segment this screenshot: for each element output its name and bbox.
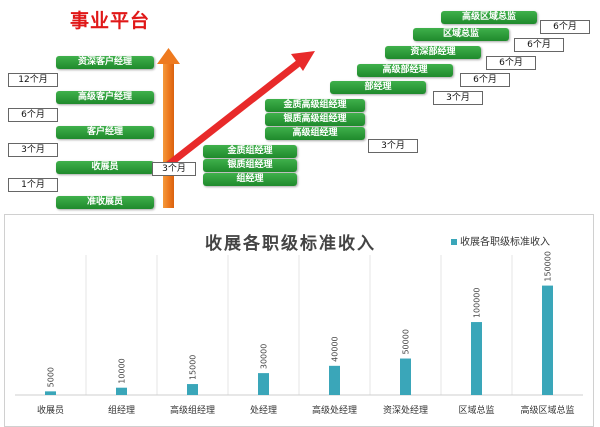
bar <box>329 365 340 395</box>
data-label: 50000 <box>402 329 411 354</box>
position-probationary-collector: 准收展员 <box>56 196 154 209</box>
bar <box>187 384 198 395</box>
x-tick-label: 高级组经理 <box>170 404 215 416</box>
bar <box>400 358 411 395</box>
orange-up-arrow <box>157 48 180 208</box>
x-tick-label: 收展员 <box>37 404 64 416</box>
bar <box>116 387 127 395</box>
position-senior-department-manager: 高级部经理 <box>357 64 453 77</box>
duration-box: 12个月 <box>8 73 58 87</box>
position-department-manager: 部经理 <box>330 81 426 94</box>
position-team-manager: 组经理 <box>203 173 297 186</box>
x-tick-label: 组经理 <box>108 404 135 416</box>
bar <box>542 285 553 395</box>
career-ladder-diagram: 事业平台 资深客户经理 高级客户经理 客户经理 收展员 准收展员 12个月 6个… <box>0 0 600 212</box>
position-regional-director: 区域总监 <box>413 28 509 41</box>
chart-legend: 收展各职级标准收入 <box>451 233 550 248</box>
red-diagonal-arrow <box>165 51 315 168</box>
bar <box>45 391 56 395</box>
data-label: 100000 <box>473 288 482 319</box>
income-chart: 5000 收展员 10000 组经理 15000 高级组经理 30000 处经理 40000 高级… <box>4 214 594 427</box>
position-collector: 收展员 <box>56 161 154 174</box>
position-principal-department-manager: 资深部经理 <box>385 46 481 59</box>
legend-swatch <box>451 239 457 245</box>
position-silver-team-manager: 银质组经理 <box>203 159 297 172</box>
data-label: 10000 <box>118 358 127 383</box>
data-label: 150000 <box>544 251 553 282</box>
duration-box: 3个月 <box>433 91 483 105</box>
duration-box: 3个月 <box>8 143 58 157</box>
chart-title: 收展各职级标准收入 <box>205 234 376 254</box>
x-tick-label: 资深处经理 <box>383 404 428 416</box>
x-tick-label: 区域总监 <box>458 404 494 416</box>
duration-box: 6个月 <box>514 38 564 52</box>
position-account-manager: 客户经理 <box>56 126 154 139</box>
data-label: 5000 <box>47 367 56 387</box>
chart-canvas: 5000 收展员 10000 组经理 15000 高级组经理 30000 处经理 40000 高级… <box>15 251 583 416</box>
platform-title: 事业平台 <box>70 10 151 32</box>
duration-box: 3个月 <box>152 162 196 176</box>
data-label: 40000 <box>331 336 340 361</box>
duration-box: 3个月 <box>368 139 418 153</box>
bar <box>258 373 269 395</box>
growth-arrows <box>157 48 315 208</box>
x-tick-label: 高级区域总监 <box>520 404 574 416</box>
duration-box: 6个月 <box>460 73 510 87</box>
bar <box>471 322 482 395</box>
position-senior-regional-director: 高级区域总监 <box>441 11 537 24</box>
position-silver-senior-team-manager: 银质高级组经理 <box>265 113 365 126</box>
position-senior-team-manager: 高级组经理 <box>265 127 365 140</box>
position-gold-team-manager: 金质组经理 <box>203 145 297 158</box>
duration-box: 6个月 <box>540 20 590 34</box>
duration-box: 6个月 <box>486 56 536 70</box>
duration-box: 6个月 <box>8 108 58 122</box>
x-tick-label: 高级处经理 <box>312 404 357 416</box>
position-advanced-account-manager: 高级客户经理 <box>56 91 154 104</box>
position-senior-account-manager: 资深客户经理 <box>56 56 154 69</box>
duration-box: 1个月 <box>8 178 58 192</box>
x-tick-label: 处经理 <box>250 404 277 416</box>
legend-label: 收展各职级标准收入 <box>460 237 550 248</box>
data-label: 15000 <box>189 355 198 380</box>
data-label: 30000 <box>260 344 269 369</box>
position-gold-senior-team-manager: 金质高级组经理 <box>265 99 365 112</box>
